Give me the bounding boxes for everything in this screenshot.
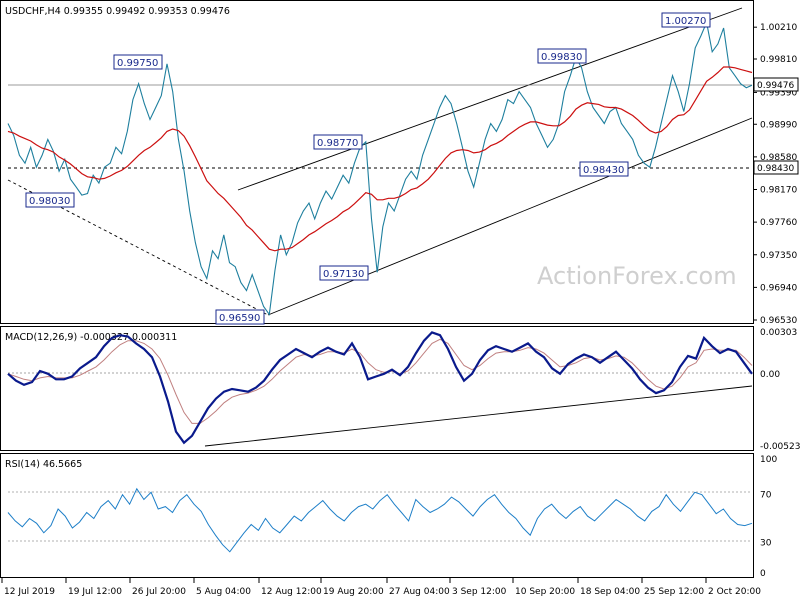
time-tick-label: 12 Jul 2019	[4, 587, 55, 597]
time-tick-label: 19 Jul 12:00	[68, 587, 122, 597]
rsi-series-group	[7, 487, 753, 553]
price-tick-label: 0.98580	[760, 153, 797, 163]
rsi-y-axis: 100 70 30 0	[760, 455, 777, 579]
time-tick-label: 3 Sep 12:00	[452, 587, 507, 597]
time-tick-label: 5 Aug 04:00	[196, 587, 251, 597]
rsi-panel-title: RSI(14) 46.5665	[5, 459, 82, 470]
annotation-label: 0.98430	[583, 165, 624, 176]
macd-tick-label: -0.005236	[760, 442, 800, 452]
price-tick-label: 0.99810	[760, 55, 797, 65]
macd-tick-label: 0.00	[760, 370, 780, 380]
rsi-line	[7, 487, 753, 553]
annotation-4: 0.97130	[319, 265, 369, 281]
annotation-0: 0.98030	[25, 192, 75, 208]
macd-y-axis: 0.00303 0.00 -0.005236	[760, 328, 800, 452]
macd-support-line	[204, 385, 753, 447]
annotation-6: 0.98430	[579, 161, 629, 177]
rsi-tick-label: 100	[760, 455, 777, 465]
price-y-axis: 1.00210 0.99810 0.99390 0.98990 0.98580 0.981…	[753, 23, 797, 326]
price-tick-label: 0.96530	[760, 316, 797, 326]
annotation-label: 0.96590	[219, 313, 260, 324]
macd-line	[7, 331, 753, 445]
time-tick-label: 26 Jul 20:00	[132, 587, 186, 597]
annotation-label: 0.99830	[541, 52, 582, 63]
annotation-7: 1.00270	[661, 12, 711, 28]
time-tick-label: 19 Aug 20:00	[323, 587, 384, 597]
channel-lower-line	[267, 117, 753, 316]
current-price-label: 0.99476	[757, 81, 794, 91]
price-tick-label: 1.00210	[760, 23, 797, 33]
price-series-group	[7, 20, 753, 316]
watermark-text: ActionForex.com	[537, 262, 737, 290]
annotation-label: 0.99750	[117, 58, 158, 69]
price-panel-title: USDCHF,H4 0.99355 0.99492 0.99353 0.9947…	[5, 6, 230, 17]
rsi-tick-label: 70	[760, 491, 772, 501]
macd-series-group	[7, 331, 753, 445]
time-axis: 12 Jul 2019 19 Jul 12:00 26 Jul 20:00 5 Aug…	[1, 578, 761, 597]
current-price-tag: 0.99476	[753, 77, 799, 92]
rsi-tick-label: 30	[760, 538, 772, 548]
price-tick-label: 0.97760	[760, 218, 797, 228]
time-tick-label: 2 Oct 20:00	[708, 587, 761, 597]
support-level-tag: 0.98430	[753, 160, 799, 175]
macd-panel-frame	[0, 326, 754, 451]
annotation-1: 0.99750	[113, 54, 163, 70]
annotation-2: 0.96590	[215, 309, 265, 325]
annotation-label: 0.98770	[317, 138, 358, 149]
rsi-panel-frame	[0, 453, 754, 578]
annotation-label: 1.00270	[665, 16, 706, 27]
price-tick-label: 0.98170	[760, 186, 797, 196]
time-tick-label: 10 Sep 20:00	[515, 587, 575, 597]
rsi-tick-label: 0	[760, 569, 766, 579]
price-tick-label: 0.99390	[760, 88, 797, 98]
annotation-5: 0.99830	[537, 48, 587, 64]
price-tick-label: 0.97350	[760, 251, 797, 261]
support-level-label: 0.98430	[757, 164, 794, 174]
annotation-3: 0.98770	[313, 134, 363, 150]
price-tick-label: 0.98990	[760, 120, 797, 130]
moving-average-line	[7, 66, 753, 252]
time-tick-label: 12 Aug 12:00	[261, 587, 322, 597]
time-tick-label: 27 Aug 04:00	[389, 587, 450, 597]
annotation-label: 0.98030	[29, 196, 70, 207]
time-tick-label: 18 Sep 04:00	[580, 587, 640, 597]
channel-upper-line	[237, 7, 743, 191]
price-line	[7, 20, 753, 316]
time-tick-label: 25 Sep 12:00	[644, 587, 704, 597]
annotation-label: 0.97130	[323, 269, 364, 280]
macd-panel-title: MACD(12,26,9) -0.000327 0.000311	[5, 332, 177, 343]
macd-tick-label: 0.00303	[760, 328, 797, 338]
price-tick-label: 0.96940	[760, 283, 797, 293]
